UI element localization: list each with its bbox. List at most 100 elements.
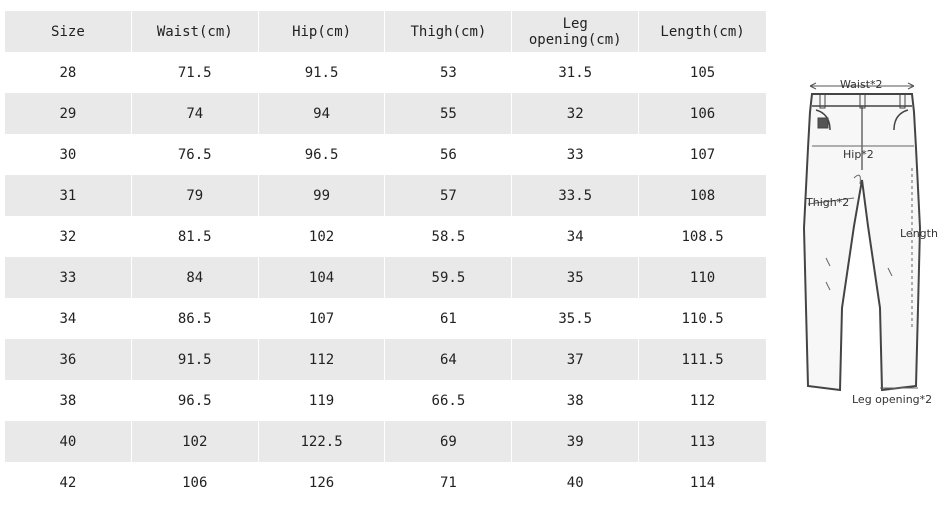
hip-label: Hip*2 [843,148,874,161]
cell-size: 32 [5,216,132,257]
cell-leg-opening: 33.5 [512,175,640,216]
table-body: 28 71.5 91.5 53 31.5 105 29 74 94 55 32 106 30 76.5 96… [5,52,766,503]
cell-length: 112 [639,380,766,421]
cell-leg-opening: 32 [512,93,640,134]
cell-length: 110.5 [639,298,766,339]
header-waist: Waist(cm) [131,11,259,52]
cell-length: 111.5 [639,339,766,380]
cell-size: 29 [5,93,132,134]
table-row: 38 96.5 119 66.5 38 112 [5,380,766,421]
cell-size: 30 [5,134,132,175]
table-row: 32 81.5 102 58.5 34 108.5 [5,216,766,257]
cell-leg-opening: 33 [512,134,640,175]
cell-hip: 122.5 [258,421,386,462]
leg-opening-label: Leg opening*2 [852,393,932,406]
header-length: Length(cm) [639,11,766,52]
header-hip: Hip(cm) [258,11,386,52]
cell-thigh: 71 [385,462,513,503]
cell-leg-opening: 35.5 [512,298,640,339]
cell-thigh: 69 [385,421,513,462]
cell-hip: 91.5 [258,52,386,93]
thigh-label: Thigh*2 [805,196,849,209]
table-row: 33 84 104 59.5 35 110 [5,257,766,298]
length-label: Length [900,227,938,240]
cell-leg-opening: 39 [512,421,640,462]
cell-hip: 112 [258,339,386,380]
cell-waist: 74 [131,93,259,134]
table-header-row: Size Waist(cm) Hip(cm) Thigh(cm) Leg ope… [5,11,766,52]
cell-leg-opening: 40 [512,462,640,503]
cell-hip: 126 [258,462,386,503]
cell-thigh: 58.5 [385,216,513,257]
cell-thigh: 56 [385,134,513,175]
cell-size: 34 [5,298,132,339]
cell-hip: 99 [258,175,386,216]
cell-size: 36 [5,339,132,380]
coin-pocket [817,117,829,129]
front-pockets [815,109,909,131]
cell-waist: 76.5 [131,134,259,175]
table-row: 30 76.5 96.5 56 33 107 [5,134,766,175]
cell-thigh: 64 [385,339,513,380]
cell-waist: 86.5 [131,298,259,339]
cell-hip: 94 [258,93,386,134]
cell-thigh: 55 [385,93,513,134]
crotch-curve [853,174,861,185]
cell-leg-opening: 37 [512,339,640,380]
cell-length: 114 [639,462,766,503]
waist-label: Waist*2 [840,78,883,91]
cell-hip: 102 [258,216,386,257]
cell-length: 108.5 [639,216,766,257]
cell-waist: 102 [131,421,259,462]
cell-leg-opening: 34 [512,216,640,257]
cell-length: 113 [639,421,766,462]
cell-size: 42 [5,462,132,503]
cell-waist: 71.5 [131,52,259,93]
waist-arrows [809,82,915,90]
cell-waist: 91.5 [131,339,259,380]
cell-hip: 96.5 [258,134,386,175]
pants-outline [802,93,922,392]
cell-length: 108 [639,175,766,216]
cell-hip: 104 [258,257,386,298]
cell-leg-opening: 38 [512,380,640,421]
cell-thigh: 53 [385,52,513,93]
cell-length: 107 [639,134,766,175]
thigh-measure-line [807,197,855,205]
table-row: 28 71.5 91.5 53 31.5 105 [5,52,766,93]
cell-length: 106 [639,93,766,134]
header-size: Size [5,11,132,52]
cell-waist: 79 [131,175,259,216]
cell-length: 105 [639,52,766,93]
cell-size: 31 [5,175,132,216]
cell-size: 40 [5,421,132,462]
cell-waist: 84 [131,257,259,298]
cell-size: 33 [5,257,132,298]
header-leg-opening: Leg opening(cm) [512,11,640,52]
cell-leg-opening: 35 [512,257,640,298]
header-thigh: Thigh(cm) [385,11,513,52]
belt-loop-left [819,93,826,109]
cell-waist: 81.5 [131,216,259,257]
table-row: 36 91.5 112 64 37 111.5 [5,339,766,380]
cell-thigh: 66.5 [385,380,513,421]
pants-diagram: Waist*2 Hip*2 Thigh*2 Length Leg opening… [796,58,946,408]
table-row: 29 74 94 55 32 106 [5,93,766,134]
fabric-creases [825,257,893,291]
cell-size: 28 [5,52,132,93]
cell-leg-opening: 31.5 [512,52,640,93]
table-row: 31 79 99 57 33.5 108 [5,175,766,216]
cell-thigh: 57 [385,175,513,216]
size-chart-table: Size Waist(cm) Hip(cm) Thigh(cm) Leg ope… [5,11,766,503]
cell-hip: 119 [258,380,386,421]
cell-hip: 107 [258,298,386,339]
table-row: 42 106 126 71 40 114 [5,462,766,503]
cell-thigh: 61 [385,298,513,339]
cell-waist: 106 [131,462,259,503]
belt-loop-right [899,93,906,109]
cell-length: 110 [639,257,766,298]
cell-size: 38 [5,380,132,421]
table-row: 34 86.5 107 61 35.5 110.5 [5,298,766,339]
table-row: 40 102 122.5 69 39 113 [5,421,766,462]
cell-waist: 96.5 [131,380,259,421]
